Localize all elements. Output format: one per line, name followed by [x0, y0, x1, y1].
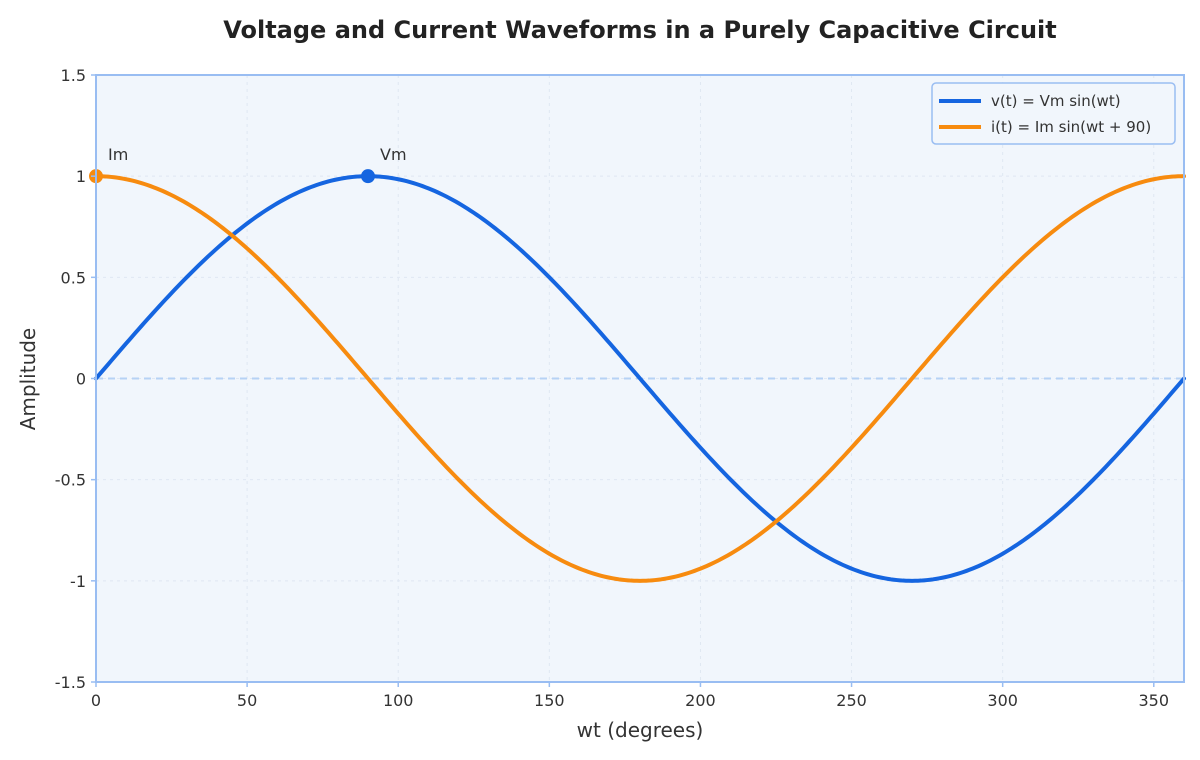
y-tick-label: 1.5 — [61, 66, 86, 85]
y-tick-label: -0.5 — [55, 471, 86, 490]
legend-label-current: i(t) = Im sin(wt + 90) — [991, 118, 1151, 136]
vm-annotation-label: Vm — [380, 145, 407, 164]
voltage-series-line — [94, 174, 1186, 583]
vm-peak-marker — [361, 169, 375, 184]
im-annotation-label: Im — [108, 145, 128, 164]
x-tick-label: 250 — [836, 691, 867, 710]
x-tick-label: 300 — [987, 691, 1018, 710]
x-tick-label: 200 — [685, 691, 716, 710]
x-axis-label: wt (degrees) — [577, 718, 704, 742]
y-tick-label: 0.5 — [61, 268, 86, 287]
series-layer — [94, 174, 1186, 583]
x-tick-label: 50 — [237, 691, 257, 710]
y-tick-label: 0 — [76, 370, 86, 389]
legend: v(t) = Vm sin(wt) i(t) = Im sin(wt + 90) — [931, 82, 1176, 145]
x-tick-label: 150 — [534, 691, 565, 710]
y-axis-ticks: 1.5 1 0.5 0 -0.5 -1 -1.5 — [55, 66, 96, 692]
y-tick-label: 1 — [76, 167, 86, 186]
x-axis-ticks: 0 50 100 150 200 250 300 350 — [91, 682, 1169, 710]
chart-title: Voltage and Current Waveforms in a Purel… — [223, 16, 1057, 44]
x-tick-label: 100 — [383, 691, 414, 710]
y-axis-label: Amplitude — [16, 328, 40, 431]
x-tick-label: 0 — [91, 691, 101, 710]
y-tick-label: -1 — [70, 572, 86, 591]
legend-box — [931, 82, 1176, 145]
current-series-line — [94, 174, 1186, 583]
x-tick-label: 350 — [1139, 691, 1170, 710]
legend-label-voltage: v(t) = Vm sin(wt) — [991, 92, 1121, 110]
y-tick-label: -1.5 — [55, 673, 86, 692]
